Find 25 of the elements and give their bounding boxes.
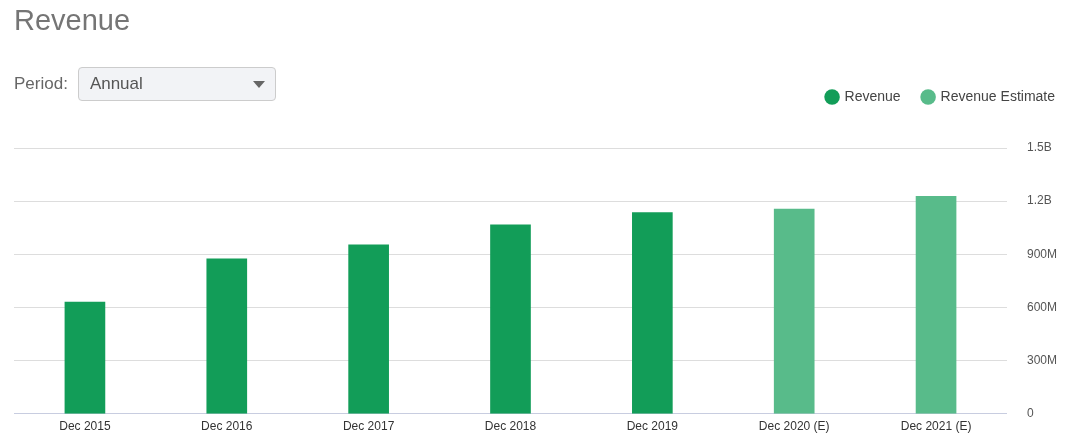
- y-tick-label: 300M: [1026, 352, 1058, 367]
- y-tick-label: 600M: [1026, 299, 1058, 314]
- bar: [773, 208, 815, 414]
- bar: [490, 224, 531, 414]
- y-tick-label: 1.5B: [1026, 140, 1052, 155]
- text: Period:: [14, 74, 68, 94]
- x-tick-label: Dec 2017: [342, 419, 395, 434]
- x-tick-label: Dec 2019: [626, 419, 679, 434]
- legend-label: Revenue Estimate: [940, 87, 1056, 104]
- bar: [64, 301, 106, 414]
- bar: [632, 212, 673, 414]
- period-dropdown: Annual: [77, 67, 276, 101]
- chart-title: Revenue: [14, 4, 131, 37]
- x-tick-label: Dec 2021 (E): [900, 419, 972, 434]
- legend-label: Revenue: [844, 87, 901, 104]
- y-tick-label: 0: [1026, 406, 1034, 421]
- bar: [206, 258, 248, 414]
- y-tick-label: 1.2B: [1026, 193, 1052, 208]
- y-tick-label: 900M: [1026, 246, 1058, 261]
- x-tick-label: Dec 2020 (E): [758, 419, 830, 434]
- x-tick-label: Dec 2016: [201, 419, 253, 434]
- bar: [915, 196, 957, 414]
- x-tick-label: Dec 2018: [484, 419, 537, 434]
- x-tick-label: Dec 2015: [59, 419, 111, 434]
- bar: [348, 244, 389, 414]
